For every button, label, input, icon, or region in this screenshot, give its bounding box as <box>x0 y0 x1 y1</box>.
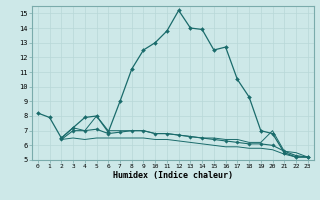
X-axis label: Humidex (Indice chaleur): Humidex (Indice chaleur) <box>113 171 233 180</box>
